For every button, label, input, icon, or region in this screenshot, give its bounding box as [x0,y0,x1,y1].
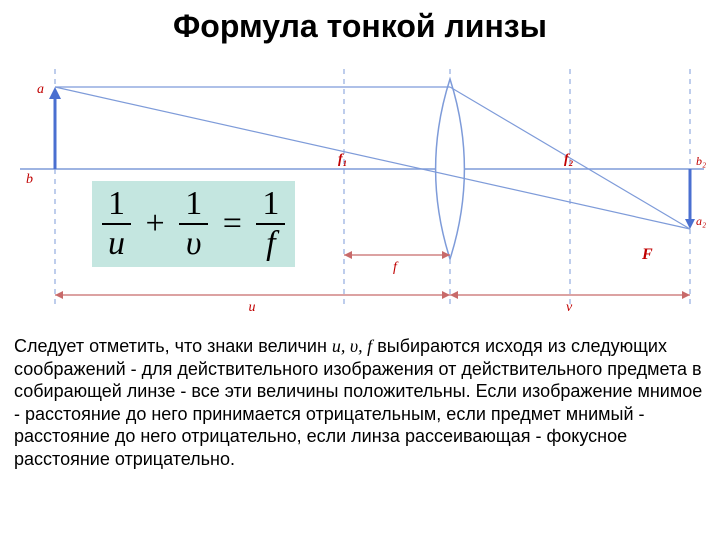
op-eq: = [217,205,248,243]
den-f: f [256,227,285,261]
svg-text:F: F [641,246,653,263]
svg-text:f: f [393,260,399,275]
body-vars: u, υ, f [332,336,372,356]
svg-text:v: v [566,300,573,315]
svg-text:u: u [249,300,256,315]
svg-text:b₂: b₂ [696,154,706,168]
fraction-1u: 1 u [102,187,131,261]
svg-text:b: b [26,172,33,187]
body-text: Следует отметить, что знаки величин u, υ… [0,329,720,470]
svg-text:a₂: a₂ [696,214,706,228]
op-plus: + [140,205,171,243]
svg-text:a: a [37,82,44,97]
lens-diagram: b a a₂ b₂ f₁ f₂ f u v F 1 u + 1 υ = 1 f [10,49,710,329]
num-2: 1 [179,187,208,221]
den-u: u [102,227,131,261]
formula-box: 1 u + 1 υ = 1 f [92,181,295,267]
num-3: 1 [256,187,285,221]
fraction-1v: 1 υ [179,187,208,261]
svg-text:f₂: f₂ [564,152,574,167]
den-v: υ [179,227,208,261]
num-1: 1 [102,187,131,221]
page-title: Формула тонкой линзы [0,8,720,45]
fraction-1f: 1 f [256,187,285,261]
svg-text:f₁: f₁ [338,152,348,167]
body-pre: Следует отметить, что знаки величин [14,336,332,356]
